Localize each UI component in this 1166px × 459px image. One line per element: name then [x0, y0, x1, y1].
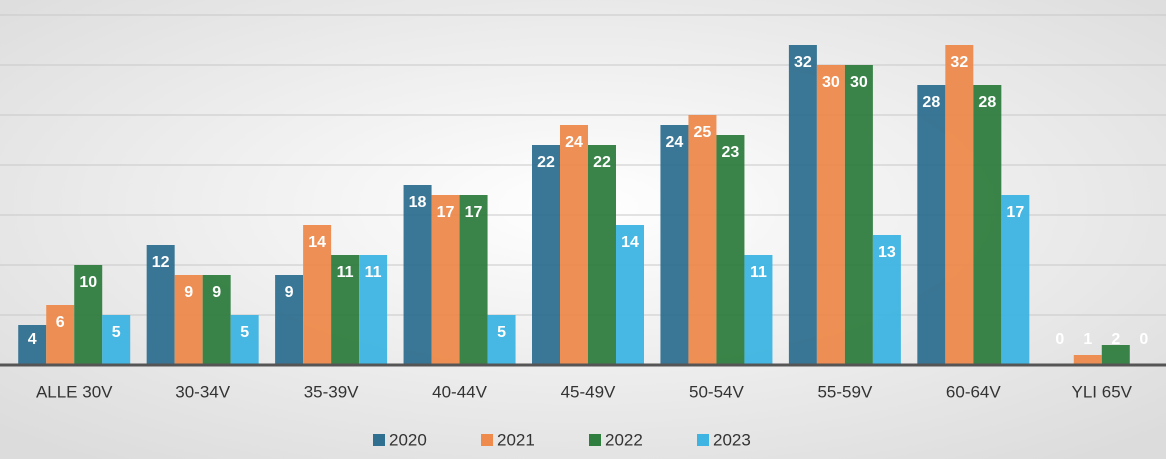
- x-tick-label: 50-54V: [689, 382, 744, 401]
- data-label: 0: [1055, 331, 1064, 348]
- bar: [102, 315, 131, 365]
- x-tick-label: 55-59V: [817, 382, 872, 401]
- data-label: 24: [565, 134, 583, 151]
- bar: [487, 315, 516, 365]
- legend-label: 2020: [389, 430, 427, 449]
- bar: [945, 45, 974, 365]
- bar: [275, 275, 304, 365]
- data-label: 10: [79, 274, 97, 291]
- bar: [716, 135, 745, 365]
- data-label: 17: [437, 204, 455, 221]
- bar: [403, 185, 432, 365]
- x-tick-label: 35-39V: [304, 382, 359, 401]
- bar: [788, 45, 817, 365]
- data-label: 22: [537, 154, 555, 171]
- data-label: 32: [950, 54, 968, 71]
- bar: [459, 195, 488, 365]
- data-label: 23: [722, 144, 740, 161]
- bar: [18, 325, 47, 365]
- data-label: 14: [621, 234, 639, 251]
- bar: [359, 255, 388, 365]
- bar: [917, 85, 946, 365]
- x-tick-label: 45-49V: [561, 382, 616, 401]
- data-label: 30: [850, 74, 868, 91]
- bar: [973, 85, 1002, 365]
- data-label: 13: [878, 244, 896, 261]
- bar: [532, 145, 560, 365]
- bar: [688, 115, 717, 365]
- bar: [816, 65, 845, 365]
- data-label: 4: [28, 331, 37, 348]
- bar: [616, 225, 644, 365]
- data-label: 9: [285, 284, 294, 301]
- data-label: 0: [1139, 331, 1148, 348]
- data-label: 5: [112, 324, 121, 341]
- x-tick-label: 30-34V: [175, 382, 230, 401]
- bar: [230, 315, 259, 365]
- x-tick-label: YLI 65V: [1072, 382, 1133, 401]
- bar: [560, 125, 588, 365]
- data-label: 14: [308, 234, 326, 251]
- data-label: 18: [409, 194, 427, 211]
- data-label: 28: [922, 94, 940, 111]
- bar: [1101, 345, 1130, 365]
- data-label: 1: [1083, 331, 1092, 348]
- bar: [1073, 355, 1102, 365]
- bar: [660, 125, 689, 365]
- bar: [844, 65, 873, 365]
- legend-label: 2021: [497, 430, 535, 449]
- bar: [303, 225, 332, 365]
- data-label: 12: [152, 254, 170, 271]
- data-label: 5: [497, 324, 506, 341]
- data-label: 9: [184, 284, 193, 301]
- data-label: 22: [593, 154, 611, 171]
- data-label: 25: [694, 124, 712, 141]
- data-label: 9: [212, 284, 221, 301]
- bar: [74, 265, 103, 365]
- data-label: 5: [240, 324, 249, 341]
- bar: [1001, 195, 1030, 365]
- data-label: 2: [1111, 331, 1120, 348]
- legend-swatch: [589, 434, 601, 446]
- bar: [431, 195, 460, 365]
- data-label: 24: [666, 134, 684, 151]
- x-tick-label: 40-44V: [432, 382, 487, 401]
- bar: [174, 275, 203, 365]
- bar: [202, 275, 231, 365]
- data-label: 11: [750, 264, 767, 281]
- legend-label: 2023: [713, 430, 751, 449]
- legend-swatch: [373, 434, 385, 446]
- x-tick-label: ALLE 30V: [36, 382, 113, 401]
- x-tick-label: 60-64V: [946, 382, 1001, 401]
- data-label: 28: [978, 94, 996, 111]
- data-label: 30: [822, 74, 840, 91]
- legend-swatch: [697, 434, 709, 446]
- data-label: 17: [465, 204, 483, 221]
- data-label: 6: [56, 314, 65, 331]
- bar: [46, 305, 75, 365]
- bar: [744, 255, 773, 365]
- legend-swatch: [481, 434, 493, 446]
- data-label: 11: [337, 264, 354, 281]
- data-label: 11: [365, 264, 382, 281]
- legend-label: 2022: [605, 430, 643, 449]
- data-label: 17: [1006, 204, 1024, 221]
- bar: [331, 255, 360, 365]
- data-label: 32: [794, 54, 812, 71]
- bar: [588, 145, 616, 365]
- bar: [146, 245, 175, 365]
- bar: [872, 235, 901, 365]
